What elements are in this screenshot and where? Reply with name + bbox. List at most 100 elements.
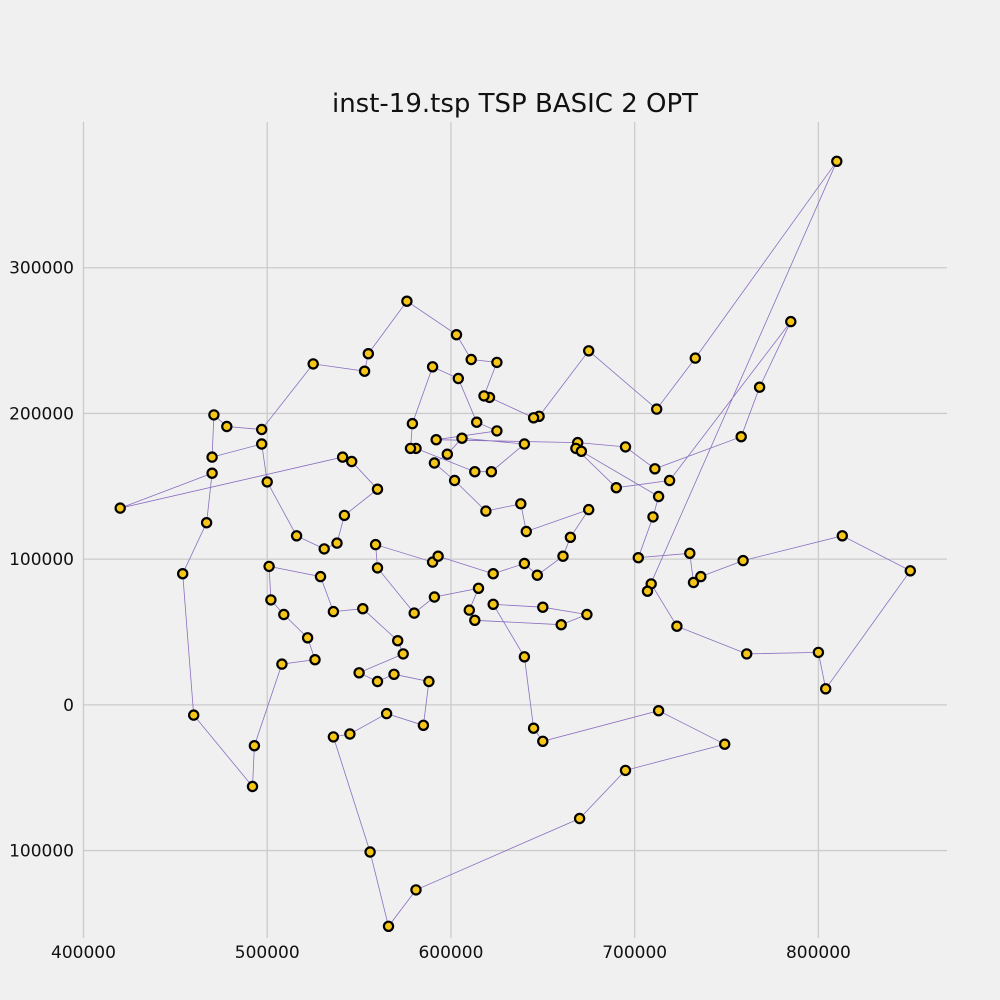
city-point — [487, 568, 499, 580]
city-point — [472, 582, 485, 595]
city-point — [353, 667, 365, 679]
city-point — [404, 442, 417, 455]
city-point — [206, 451, 218, 463]
city-point — [261, 476, 273, 488]
city-point — [408, 607, 420, 619]
city-point — [290, 530, 303, 542]
city-point — [392, 635, 404, 647]
city-point — [428, 591, 441, 603]
city-point — [371, 675, 384, 688]
city-point — [338, 509, 351, 522]
city-point — [397, 648, 409, 660]
city-point — [478, 390, 490, 402]
x-tick-label: 400000 — [51, 943, 116, 963]
y-tick-label: 0 — [63, 696, 74, 716]
city-point — [388, 668, 400, 681]
city-point — [485, 466, 498, 478]
y-tick-label: 300000 — [9, 259, 74, 279]
city-point — [564, 531, 577, 544]
x-tick-label: 600000 — [418, 943, 483, 963]
city-point — [719, 738, 731, 750]
city-point — [364, 846, 376, 858]
city-point — [537, 735, 549, 748]
city-point — [737, 554, 749, 567]
city-point — [671, 620, 683, 632]
city-point — [465, 353, 477, 366]
city-point — [432, 550, 444, 562]
city-point — [456, 432, 468, 444]
chart-title: inst-19.tsp TSP BASIC 2 OPT — [332, 89, 698, 119]
city-point — [357, 603, 369, 615]
city-point — [452, 372, 464, 385]
city-point — [610, 482, 623, 494]
city-point — [448, 474, 461, 487]
city-point — [471, 416, 483, 428]
city-point — [301, 632, 314, 644]
city-point — [652, 705, 665, 717]
city-point — [469, 466, 481, 478]
city-point — [785, 315, 797, 328]
city-point — [309, 654, 321, 666]
city-point — [450, 329, 463, 341]
city-point — [314, 570, 327, 583]
city-point — [176, 568, 189, 580]
city-point — [652, 490, 665, 503]
city-point — [344, 728, 356, 740]
city-point — [518, 557, 531, 570]
city-point — [114, 502, 126, 514]
city-point — [327, 605, 340, 618]
city-point — [836, 530, 849, 542]
city-point — [401, 295, 413, 307]
city-point — [487, 598, 499, 611]
city-point — [430, 434, 442, 446]
tick-labels: 400000 500000 600000 700000 800000 100000 0 100… — [9, 259, 851, 963]
city-point — [382, 920, 395, 933]
city-point — [336, 451, 349, 463]
x-tick-label: 500000 — [235, 943, 300, 963]
city-point — [651, 403, 663, 415]
city-point — [812, 646, 825, 659]
city-point — [649, 463, 661, 475]
city-point — [527, 412, 540, 424]
city-point — [256, 423, 268, 436]
city-point — [369, 538, 382, 551]
city-point — [684, 547, 696, 560]
city-point — [735, 431, 747, 443]
city-point — [537, 601, 549, 613]
city-point — [278, 608, 290, 621]
city-point — [410, 884, 422, 896]
city-point — [663, 474, 676, 487]
city-point — [753, 381, 766, 393]
city-point — [531, 569, 544, 581]
city-point — [406, 417, 419, 430]
city-point — [276, 658, 288, 670]
y-tick-label: 100000 — [9, 842, 74, 862]
city-point — [583, 345, 595, 357]
city-point — [518, 651, 531, 663]
city-point — [518, 438, 531, 450]
city-point — [263, 560, 275, 573]
city-point — [573, 812, 586, 825]
x-tick-label: 800000 — [786, 943, 851, 963]
city-point — [318, 543, 330, 555]
city-point — [619, 441, 632, 453]
city-point — [331, 537, 343, 549]
city-point — [647, 511, 659, 523]
city-point — [380, 707, 393, 720]
city-point — [371, 483, 384, 495]
city-point — [327, 731, 340, 743]
city-point — [641, 585, 654, 597]
city-point — [371, 562, 384, 574]
city-point — [555, 619, 567, 631]
city-point — [200, 517, 213, 529]
city-point — [831, 155, 843, 167]
city-point — [463, 604, 475, 616]
city-point — [820, 683, 832, 695]
city-point — [480, 505, 492, 517]
city-point — [515, 498, 527, 510]
city-point — [358, 365, 371, 377]
city-point — [491, 425, 503, 437]
city-point — [428, 457, 441, 469]
city-point — [423, 675, 435, 688]
